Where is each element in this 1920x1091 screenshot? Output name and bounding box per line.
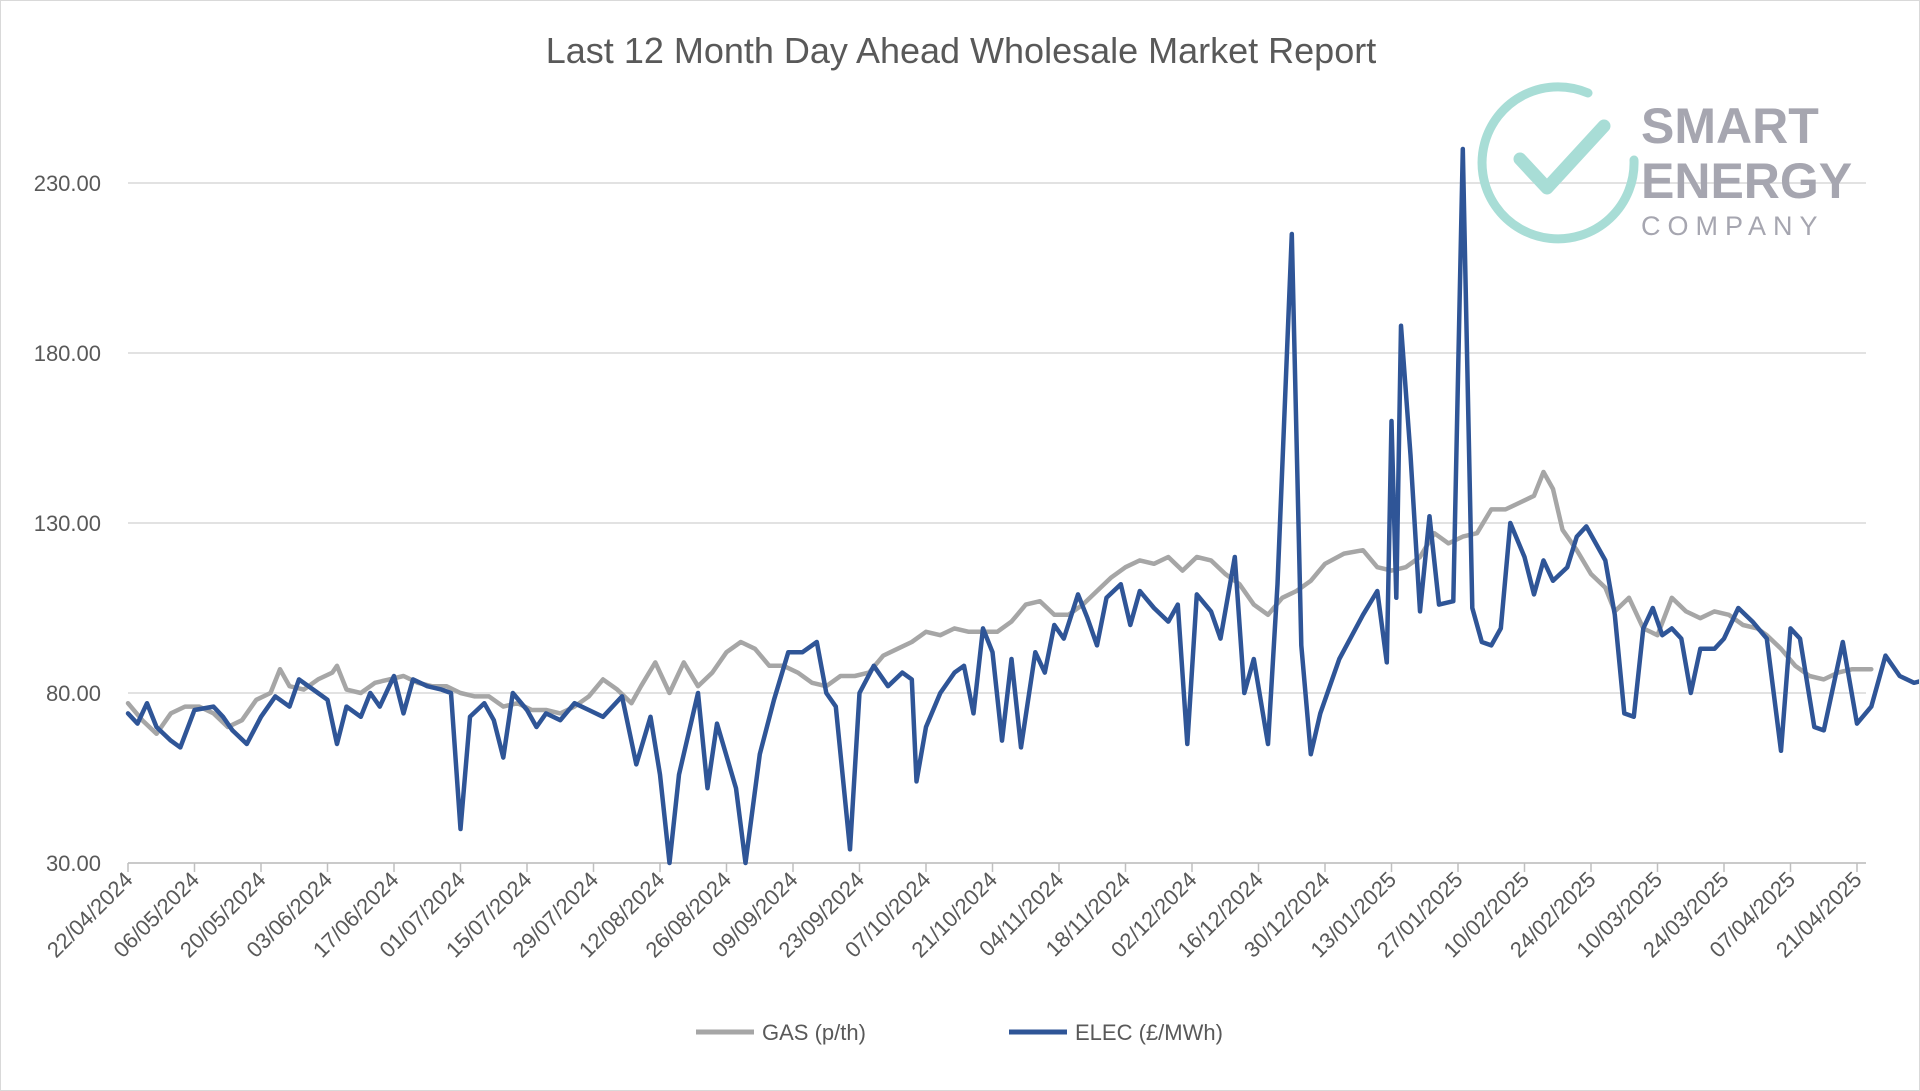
logo-ring-icon	[1477, 82, 1639, 244]
legend-label-elec: ELEC (£/MWh)	[1075, 1020, 1223, 1045]
legend: GAS (p/th) ELEC (£/MWh)	[696, 1020, 1223, 1045]
y-axis: 30.00 80.00 130.00 180.00 230.00	[34, 171, 101, 876]
chart-title: Last 12 Month Day Ahead Wholesale Market…	[546, 30, 1376, 71]
logo-text-smart: SMART	[1641, 98, 1819, 154]
x-axis: 22/04/202406/05/202420/05/202403/06/2024…	[42, 862, 1867, 962]
logo-text-energy: ENERGY	[1641, 153, 1852, 209]
series-line-gas	[125, 469, 1874, 737]
smart-energy-logo: SMART ENERGY COMPANY	[1477, 82, 1852, 244]
legend-label-gas: GAS (p/th)	[762, 1020, 866, 1045]
y-tick-label: 30.00	[46, 851, 101, 876]
series-line-elec	[125, 146, 1919, 866]
y-tick-label: 80.00	[46, 681, 101, 706]
logo-text-company: COMPANY	[1641, 211, 1825, 241]
logo-check-icon	[1513, 119, 1611, 195]
gridlines	[128, 182, 1866, 864]
plot-area	[125, 146, 1919, 866]
y-tick-label: 180.00	[34, 341, 101, 366]
y-tick-label: 230.00	[34, 171, 101, 196]
y-tick-label: 130.00	[34, 511, 101, 536]
